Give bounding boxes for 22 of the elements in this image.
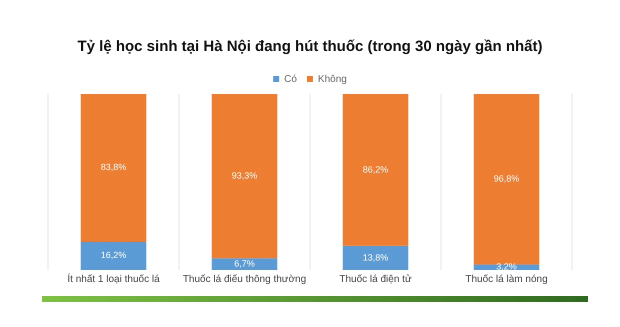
data-label: 83,8% (100, 162, 126, 172)
data-label: 6,7% (234, 258, 255, 269)
bar (342, 94, 408, 246)
x-tick-label: Ít nhất 1 loại thuốc lá (67, 272, 160, 285)
legend-label: Không (318, 74, 347, 85)
data-label: 96,8% (494, 174, 520, 184)
bar (80, 241, 146, 270)
x-tick-label: Thuốc lá làm nóng (465, 274, 548, 285)
chart-title: Tỷ lệ học sinh tại Hà Nội đang hút thuốc (trong 30 ngày gần nhất) (77, 38, 543, 56)
x-tick-label: Thuốc lá điếu thông thường (182, 274, 306, 285)
legend-label: Có (284, 74, 298, 85)
bar (342, 246, 408, 270)
data-label: 16,2% (100, 250, 126, 260)
bar (80, 94, 146, 242)
bar (474, 94, 540, 264)
bar (212, 258, 278, 270)
data-label: 93,3% (232, 170, 258, 181)
data-label: 3,2% (496, 262, 517, 272)
data-label: 13,8% (362, 252, 388, 262)
data-label: 86,2% (362, 164, 388, 174)
x-tick-label: Thuốc lá điện tử (339, 274, 412, 285)
bar (212, 94, 278, 258)
